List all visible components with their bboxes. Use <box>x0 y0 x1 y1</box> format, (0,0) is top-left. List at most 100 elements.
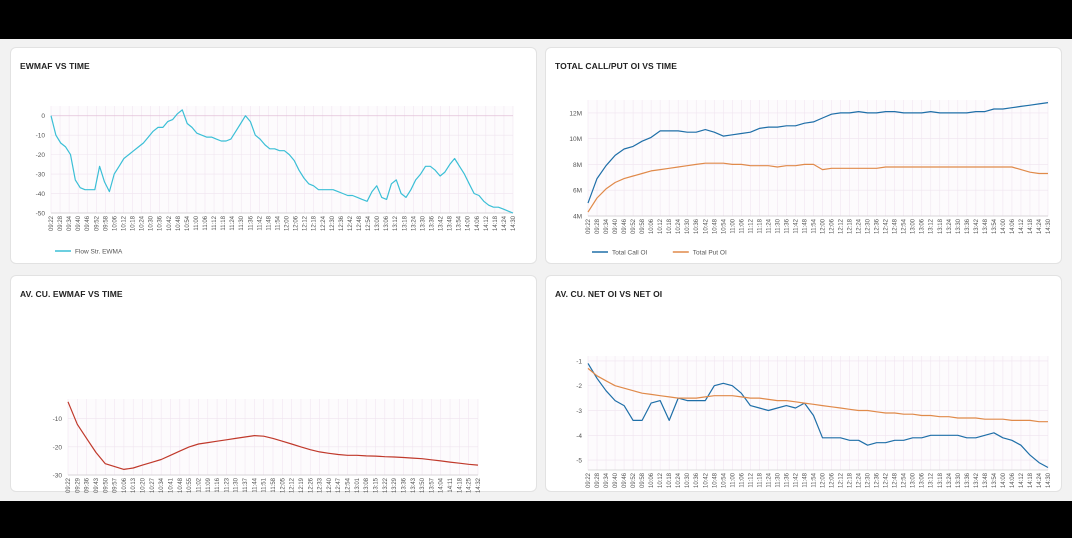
x-tick-label: 13:12 <box>393 215 399 231</box>
x-tick-label: 10:42 <box>703 472 709 488</box>
x-tick-label: 12:24 <box>857 218 863 234</box>
x-tick-label: 13:18 <box>938 472 944 488</box>
x-tick-label: 10:54 <box>721 218 727 234</box>
x-tick-label: 10:30 <box>149 215 155 231</box>
x-tick-label: 12:06 <box>830 218 836 234</box>
x-tick-label: 11:58 <box>271 477 277 492</box>
x-tick-label: 10:12 <box>658 218 664 234</box>
x-tick-label: 12:36 <box>875 472 881 488</box>
x-tick-label: 13:30 <box>956 472 962 488</box>
y-tick-label: -30 <box>53 473 63 480</box>
x-tick-label: 11:54 <box>811 218 817 233</box>
x-tick-label: 09:34 <box>604 218 610 234</box>
x-tick-label: 11:00 <box>730 218 736 233</box>
x-tick-label: 13:15 <box>374 477 380 493</box>
x-tick-label: 14:00 <box>1001 218 1007 234</box>
x-tick-label: 09:28 <box>58 215 64 231</box>
x-tick-label: 14:06 <box>1010 218 1016 234</box>
x-tick-label: 12:42 <box>884 218 890 234</box>
x-tick-label: 12:12 <box>303 215 309 231</box>
x-tick-label: 11:23 <box>224 477 230 492</box>
chart-title: TOTAL CALL/PUT OI VS TIME <box>555 61 677 71</box>
x-tick-label: 11:42 <box>257 215 263 230</box>
x-tick-label: 12:05 <box>280 477 286 493</box>
x-tick-label: 11:36 <box>784 218 790 233</box>
x-tick-label: 14:25 <box>467 477 473 493</box>
x-tick-label: 14:18 <box>457 477 463 493</box>
x-tick-label: 10:36 <box>694 218 700 234</box>
y-tick-label: -20 <box>36 152 46 159</box>
av-cu-ewmaf-card: AV. CU. EWMAF VS TIME -10 -20 -30 09:22 09:2… <box>10 275 537 493</box>
x-tick-label: 11:37 <box>243 477 249 492</box>
x-tick-label: 13:18 <box>938 218 944 234</box>
x-tick-label: 13:08 <box>364 477 370 493</box>
x-tick-label: 12:06 <box>830 472 836 488</box>
x-tick-label: 11:30 <box>775 218 781 233</box>
x-tick-label: 13:12 <box>929 218 935 234</box>
y-tick-label: -3 <box>576 408 582 415</box>
x-tick-label: 11:12 <box>748 218 754 233</box>
x-tick-label: 12:48 <box>893 218 899 234</box>
x-tick-label: 10:12 <box>658 472 664 488</box>
x-tick-label: 09:58 <box>640 472 646 488</box>
x-tick-label: 13:43 <box>411 477 417 493</box>
x-tick-label: 14:18 <box>1028 472 1034 488</box>
x-tick-label: 10:34 <box>159 477 165 493</box>
x-tick-label: 09:28 <box>595 218 601 234</box>
x-tick-label: 09:52 <box>631 472 637 488</box>
x-tick-label: 11:18 <box>221 215 227 230</box>
x-tick-label: 09:46 <box>85 215 91 231</box>
x-tick-label: 12:30 <box>330 215 336 231</box>
x-tick-label: 12:33 <box>318 477 324 493</box>
x-tick-label: 10:54 <box>721 472 727 488</box>
x-tick-label: 10:18 <box>667 218 673 234</box>
x-tick-label: 12:24 <box>857 472 863 488</box>
x-tick-label: 10:48 <box>712 218 718 234</box>
x-tick-label: 14:18 <box>1028 218 1034 234</box>
x-tick-label: 09:52 <box>631 218 637 234</box>
x-tick-label: 13:36 <box>965 472 971 488</box>
x-tick-label: 12:00 <box>285 215 291 231</box>
x-tick-label: 12:36 <box>875 218 881 234</box>
y-tick-label: -2 <box>576 383 582 390</box>
x-tick-label: 14:12 <box>1019 218 1025 234</box>
x-tick-label: 12:12 <box>839 472 845 488</box>
plot-area <box>588 356 1048 470</box>
x-tick-label: 12:12 <box>290 477 296 493</box>
x-tick-label: 11:06 <box>739 472 745 487</box>
x-tick-label: 13:24 <box>947 218 953 234</box>
series-line <box>587 367 1048 423</box>
x-tick-label: 13:42 <box>439 215 445 231</box>
x-tick-label: 13:01 <box>355 477 361 493</box>
x-tick-label: 14:11 <box>448 477 454 492</box>
x-tick-label: 14:18 <box>493 215 499 231</box>
x-tick-label: 09:40 <box>76 215 82 231</box>
net-oi-chart: -1 -2 -3 -4 -5 09:22 09:28 09:34 09:40 09:46 09:52… <box>576 356 1052 511</box>
x-tick-label: 13:30 <box>956 218 962 234</box>
x-tick-label: 14:00 <box>466 215 472 231</box>
x-tick-label: 10:24 <box>676 218 682 234</box>
x-tick-label: 09:34 <box>604 472 610 488</box>
x-tick-label: 13:36 <box>401 477 407 493</box>
chart-title: AV. CU. NET OI VS NET OI <box>555 289 663 299</box>
x-tick-label: 11:00 <box>730 472 736 487</box>
y-tick-label: -1 <box>576 358 582 365</box>
x-tick-label: 09:43 <box>94 477 100 493</box>
x-tick-label: 14:24 <box>1037 218 1043 234</box>
series-line <box>587 162 1048 213</box>
x-tick-label: 14:30 <box>511 215 517 231</box>
x-tick-label: 12:00 <box>821 218 827 234</box>
x-tick-label: 13:42 <box>974 472 980 488</box>
x-tick-label: 14:30 <box>1046 472 1052 488</box>
x-tick-label: 11:44 <box>252 477 258 492</box>
x-tick-label: 11:24 <box>230 215 236 230</box>
chart-title: EWMAF VS TIME <box>20 61 90 71</box>
x-tick-label: 09:22 <box>49 215 55 231</box>
x-tick-label: 14:32 <box>476 477 482 493</box>
x-tick-label: 14:04 <box>439 477 445 493</box>
x-tick-label: 09:58 <box>103 215 109 231</box>
x-tick-label: 13:42 <box>974 218 980 234</box>
y-tick-label: -50 <box>36 211 46 218</box>
x-tick-label: 10:48 <box>712 472 718 488</box>
